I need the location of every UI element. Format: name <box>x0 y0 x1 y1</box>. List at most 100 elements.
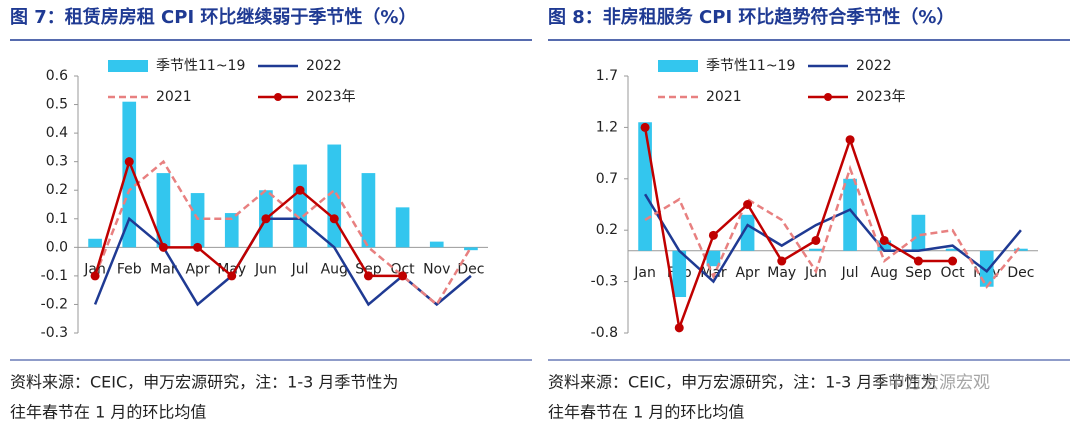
bar <box>224 213 239 248</box>
x-tick-label: Jul <box>291 261 309 277</box>
bar <box>122 101 137 248</box>
source-note: 往年春节在 1 月的环比均值 <box>10 403 206 422</box>
series-line <box>643 127 953 333</box>
point <box>879 235 889 245</box>
point <box>811 235 821 245</box>
series-line <box>644 164 1022 289</box>
point <box>329 214 339 224</box>
x-tick-label: Jul <box>841 265 859 281</box>
legend-marker <box>274 93 282 101</box>
chart-title: 图 7：租赁房房租 CPI 环比继续弱于季节性（%） <box>10 6 416 28</box>
point <box>158 242 168 252</box>
x-tick-label: Apr <box>185 261 209 277</box>
bar <box>293 164 307 248</box>
bar <box>877 240 892 251</box>
legend-label: 2021 <box>706 89 742 105</box>
y-tick-label: 0.6 <box>46 68 68 84</box>
y-tick-label: -0.8 <box>591 325 618 341</box>
x-tick-label: Dec <box>1007 265 1034 281</box>
bar <box>809 248 823 251</box>
x-tick-label: Oct <box>390 261 415 277</box>
point <box>398 271 408 281</box>
point <box>90 271 100 281</box>
bar <box>361 173 376 248</box>
y-tick-label: 0.1 <box>46 211 68 227</box>
bar <box>156 173 171 248</box>
bar <box>979 250 994 287</box>
bar <box>429 241 444 248</box>
point <box>261 214 271 224</box>
point <box>193 242 203 252</box>
x-tick-label: Nov <box>423 261 450 277</box>
bar <box>638 122 652 251</box>
y-tick-label: -0.3 <box>41 325 68 341</box>
x-tick-label: May <box>767 265 796 281</box>
x-tick-label: Mar <box>150 261 177 277</box>
point <box>674 323 684 333</box>
point <box>708 230 718 240</box>
x-tick-label: Sep <box>905 265 932 281</box>
bar <box>911 214 926 251</box>
y-tick-label: 0.4 <box>46 125 68 141</box>
x-tick-label: Aug <box>321 261 348 277</box>
y-tick-label: -0.1 <box>41 268 68 284</box>
bar <box>395 207 410 248</box>
legend-label: 2023年 <box>856 89 906 105</box>
bar <box>706 250 721 267</box>
point <box>640 122 650 132</box>
y-tick-label: -0.3 <box>591 274 618 290</box>
x-tick-label: Jun <box>254 261 277 277</box>
bar <box>464 247 478 251</box>
x-tick-label: Feb <box>117 261 142 277</box>
legend-label: 季节性11~19 <box>156 58 245 74</box>
x-tick-label: Apr <box>735 265 759 281</box>
legend-label: 2022 <box>856 58 892 74</box>
y-tick-label: 0.5 <box>46 97 68 113</box>
y-tick-label: 0.2 <box>46 182 68 198</box>
point <box>845 135 855 145</box>
chart-panel: 图 7：租赁房房租 CPI 环比继续弱于季节性（%） 资料来源：CEIC，申万宏源… <box>10 6 532 422</box>
y-tick-label: 1.7 <box>596 68 618 84</box>
legend-label: 2022 <box>306 58 342 74</box>
bar <box>88 238 102 248</box>
point <box>913 256 923 266</box>
point <box>743 200 753 209</box>
watermark: 申万宏源宏观 <box>888 373 990 393</box>
y-tick-label: 0.2 <box>596 222 618 238</box>
point <box>363 271 373 281</box>
legend-marker <box>824 93 832 101</box>
x-tick-label: Aug <box>871 265 898 281</box>
y-tick-label: 0.7 <box>596 171 618 187</box>
bar <box>945 248 960 251</box>
source-note: 资料来源：CEIC，申万宏源研究，注：1-3 月季节性为 <box>10 373 398 392</box>
bar <box>740 214 755 251</box>
chart-title: 图 8：非房租服务 CPI 环比趋势符合季节性（%） <box>548 6 954 28</box>
y-tick-label: 0.3 <box>46 154 68 170</box>
chart-panel: 图 8：非房租服务 CPI 环比趋势符合季节性（%） 资料来源：CEIC，申万宏源… <box>548 6 1070 422</box>
series-line <box>93 159 472 307</box>
point <box>124 157 134 167</box>
bar <box>843 178 857 251</box>
bar <box>672 250 687 298</box>
point <box>777 256 787 266</box>
legend-label: 2021 <box>156 89 192 105</box>
y-tick-label: 0.0 <box>46 239 68 255</box>
bar <box>1014 248 1028 251</box>
legend-label: 2023年 <box>306 89 356 105</box>
x-tick-label: Dec <box>457 261 484 277</box>
point <box>948 256 958 266</box>
point <box>227 271 237 281</box>
y-tick-label: 1.2 <box>596 119 618 135</box>
x-tick-label: Jan <box>633 265 656 281</box>
point <box>295 185 305 195</box>
legend-swatch <box>658 60 698 72</box>
y-tick-label: -0.2 <box>41 296 68 312</box>
series-line <box>93 157 403 278</box>
bar <box>190 193 205 248</box>
legend-label: 季节性11~19 <box>706 58 795 74</box>
source-note: 往年春节在 1 月的环比均值 <box>548 403 744 422</box>
legend-swatch <box>108 60 148 72</box>
source-note: 资料来源：CEIC，申万宏源研究，注：1-3 月季节性为 <box>548 373 936 392</box>
x-tick-label: Oct <box>940 265 965 281</box>
